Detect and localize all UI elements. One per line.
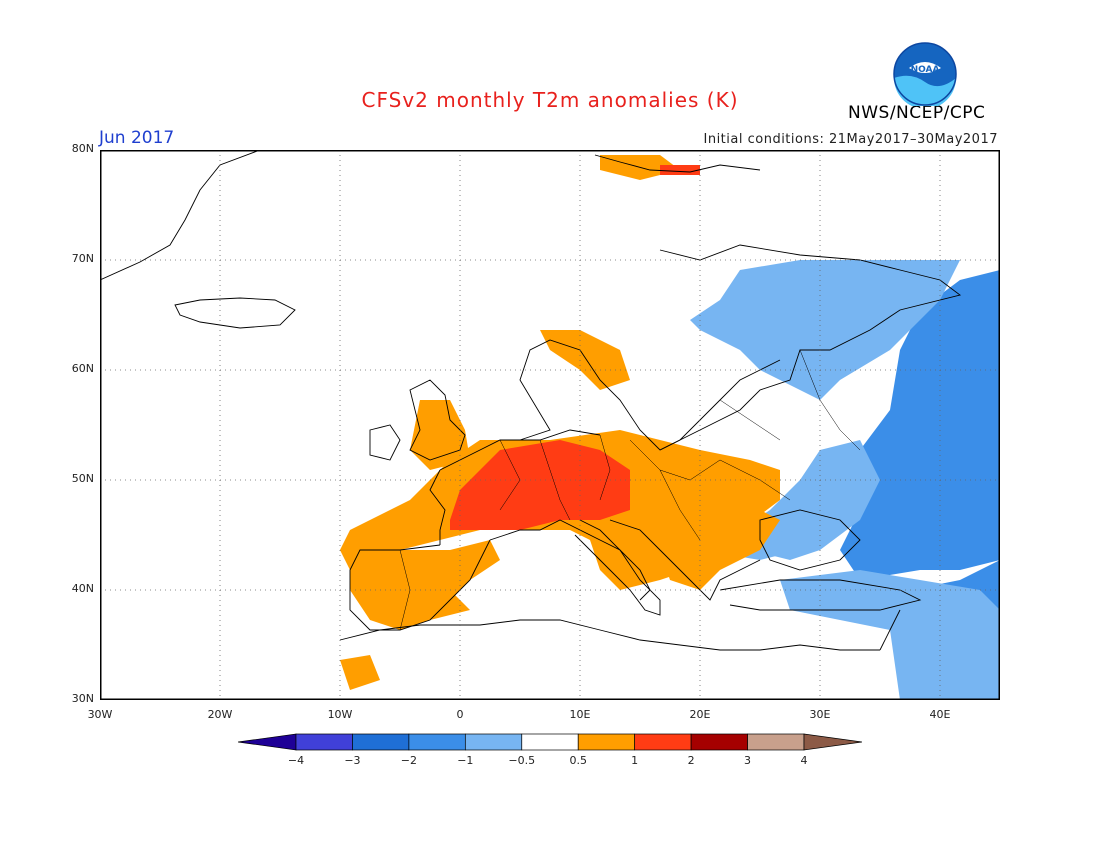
british-isles-coast [409,379,466,461]
lat-label-80n: 80N [71,142,94,155]
color-bar-tick-label: −1 [457,754,473,767]
lon-label-40e: 40E [929,708,951,721]
balkans-warm [660,510,780,590]
ireland-coast [369,424,401,461]
color-bar-segment [408,733,466,751]
country-borders [399,349,861,631]
scandinavia-coast [519,244,962,451]
color-bar-tick-label: −4 [288,754,304,767]
ukraine-light-negative [740,440,880,560]
central-europe-hot [450,440,630,530]
africa-north-coast [339,619,880,651]
color-bar-segment [747,733,805,751]
coastlines [100,150,962,651]
organization-label: NWS/NCEP/CPC [848,103,986,123]
morocco-warm [340,655,380,690]
color-bar-tick-label: 0.5 [569,754,587,767]
black-sea-coast [759,509,861,571]
lon-label-0: 0 [456,708,464,721]
color-bar-tick-label: −2 [401,754,417,767]
iceland-coast [174,297,296,329]
color-bar-tick-label: −3 [344,754,360,767]
lat-label-40n: 40N [71,582,94,595]
color-bar-tick-label: 4 [801,754,808,767]
color-bar-segment [295,733,353,751]
lon-label-10e: 10E [569,708,591,721]
color-bar-tick-label: −0.5 [508,754,535,767]
map-frame [100,150,1000,700]
mediterranean-north-coast [489,519,651,601]
svalbard-hot [660,165,700,175]
scandinavia-warm [540,330,630,390]
iberia-coast [349,539,491,631]
color-bar-segment [352,733,410,751]
color-bar-tick-label: 2 [688,754,695,767]
color-bar-segment [690,733,748,751]
biscay-coast [429,469,446,545]
map-title: CFSv2 monthly T2m anomalies (K) [361,88,739,112]
lon-label-30e: 30E [809,708,831,721]
color-bar-segment [803,733,862,751]
iberia-warm [350,540,500,630]
logo-text: NOAA [911,65,940,75]
lat-label-50n: 50N [71,472,94,485]
svalbard-coast [594,154,761,173]
finland-light-negative [690,260,960,400]
western-europe-coast [439,429,601,471]
noaa-logo: NOAA [893,42,957,106]
color-bar-segment [634,733,692,751]
color-bar-ticks: −4 −3 −2 −1 −0.5 0.5 1 2 3 4 [288,754,808,767]
italy-coast [574,519,661,616]
anomaly-map [100,150,1000,700]
color-bar-tick-label: 1 [631,754,638,767]
levant-coast [879,609,901,651]
lon-label-20e: 20E [689,708,711,721]
color-bar-tick-label: 3 [744,754,751,767]
forecast-month: Jun 2017 [99,128,175,148]
lon-label-20w: 20W [207,708,233,721]
color-bar-segment [464,733,523,751]
color-bar-boxes [238,733,862,751]
color-bar-segment [238,733,297,751]
france-southwest-hot [450,520,500,530]
initial-conditions: Initial conditions: 21May2017–30May2017 [703,132,998,147]
lat-label-70n: 70N [71,252,94,265]
turkey-light-negative [780,570,1000,700]
graticule [100,150,1000,700]
color-bar-segment [577,733,636,751]
lat-label-60n: 60N [71,362,94,375]
russia-negative-region [840,270,1000,580]
turkey-coast [719,579,922,611]
anomaly-fields [340,155,1000,700]
lat-label-30n: 30N [71,692,94,705]
color-bar-segment [521,733,579,751]
uk-warm [410,400,470,470]
lon-label-30w: 30W [87,708,113,721]
color-bar: −4 −3 −2 −1 −0.5 0.5 1 2 3 4 [238,733,862,767]
lon-label-10w: 10W [327,708,353,721]
